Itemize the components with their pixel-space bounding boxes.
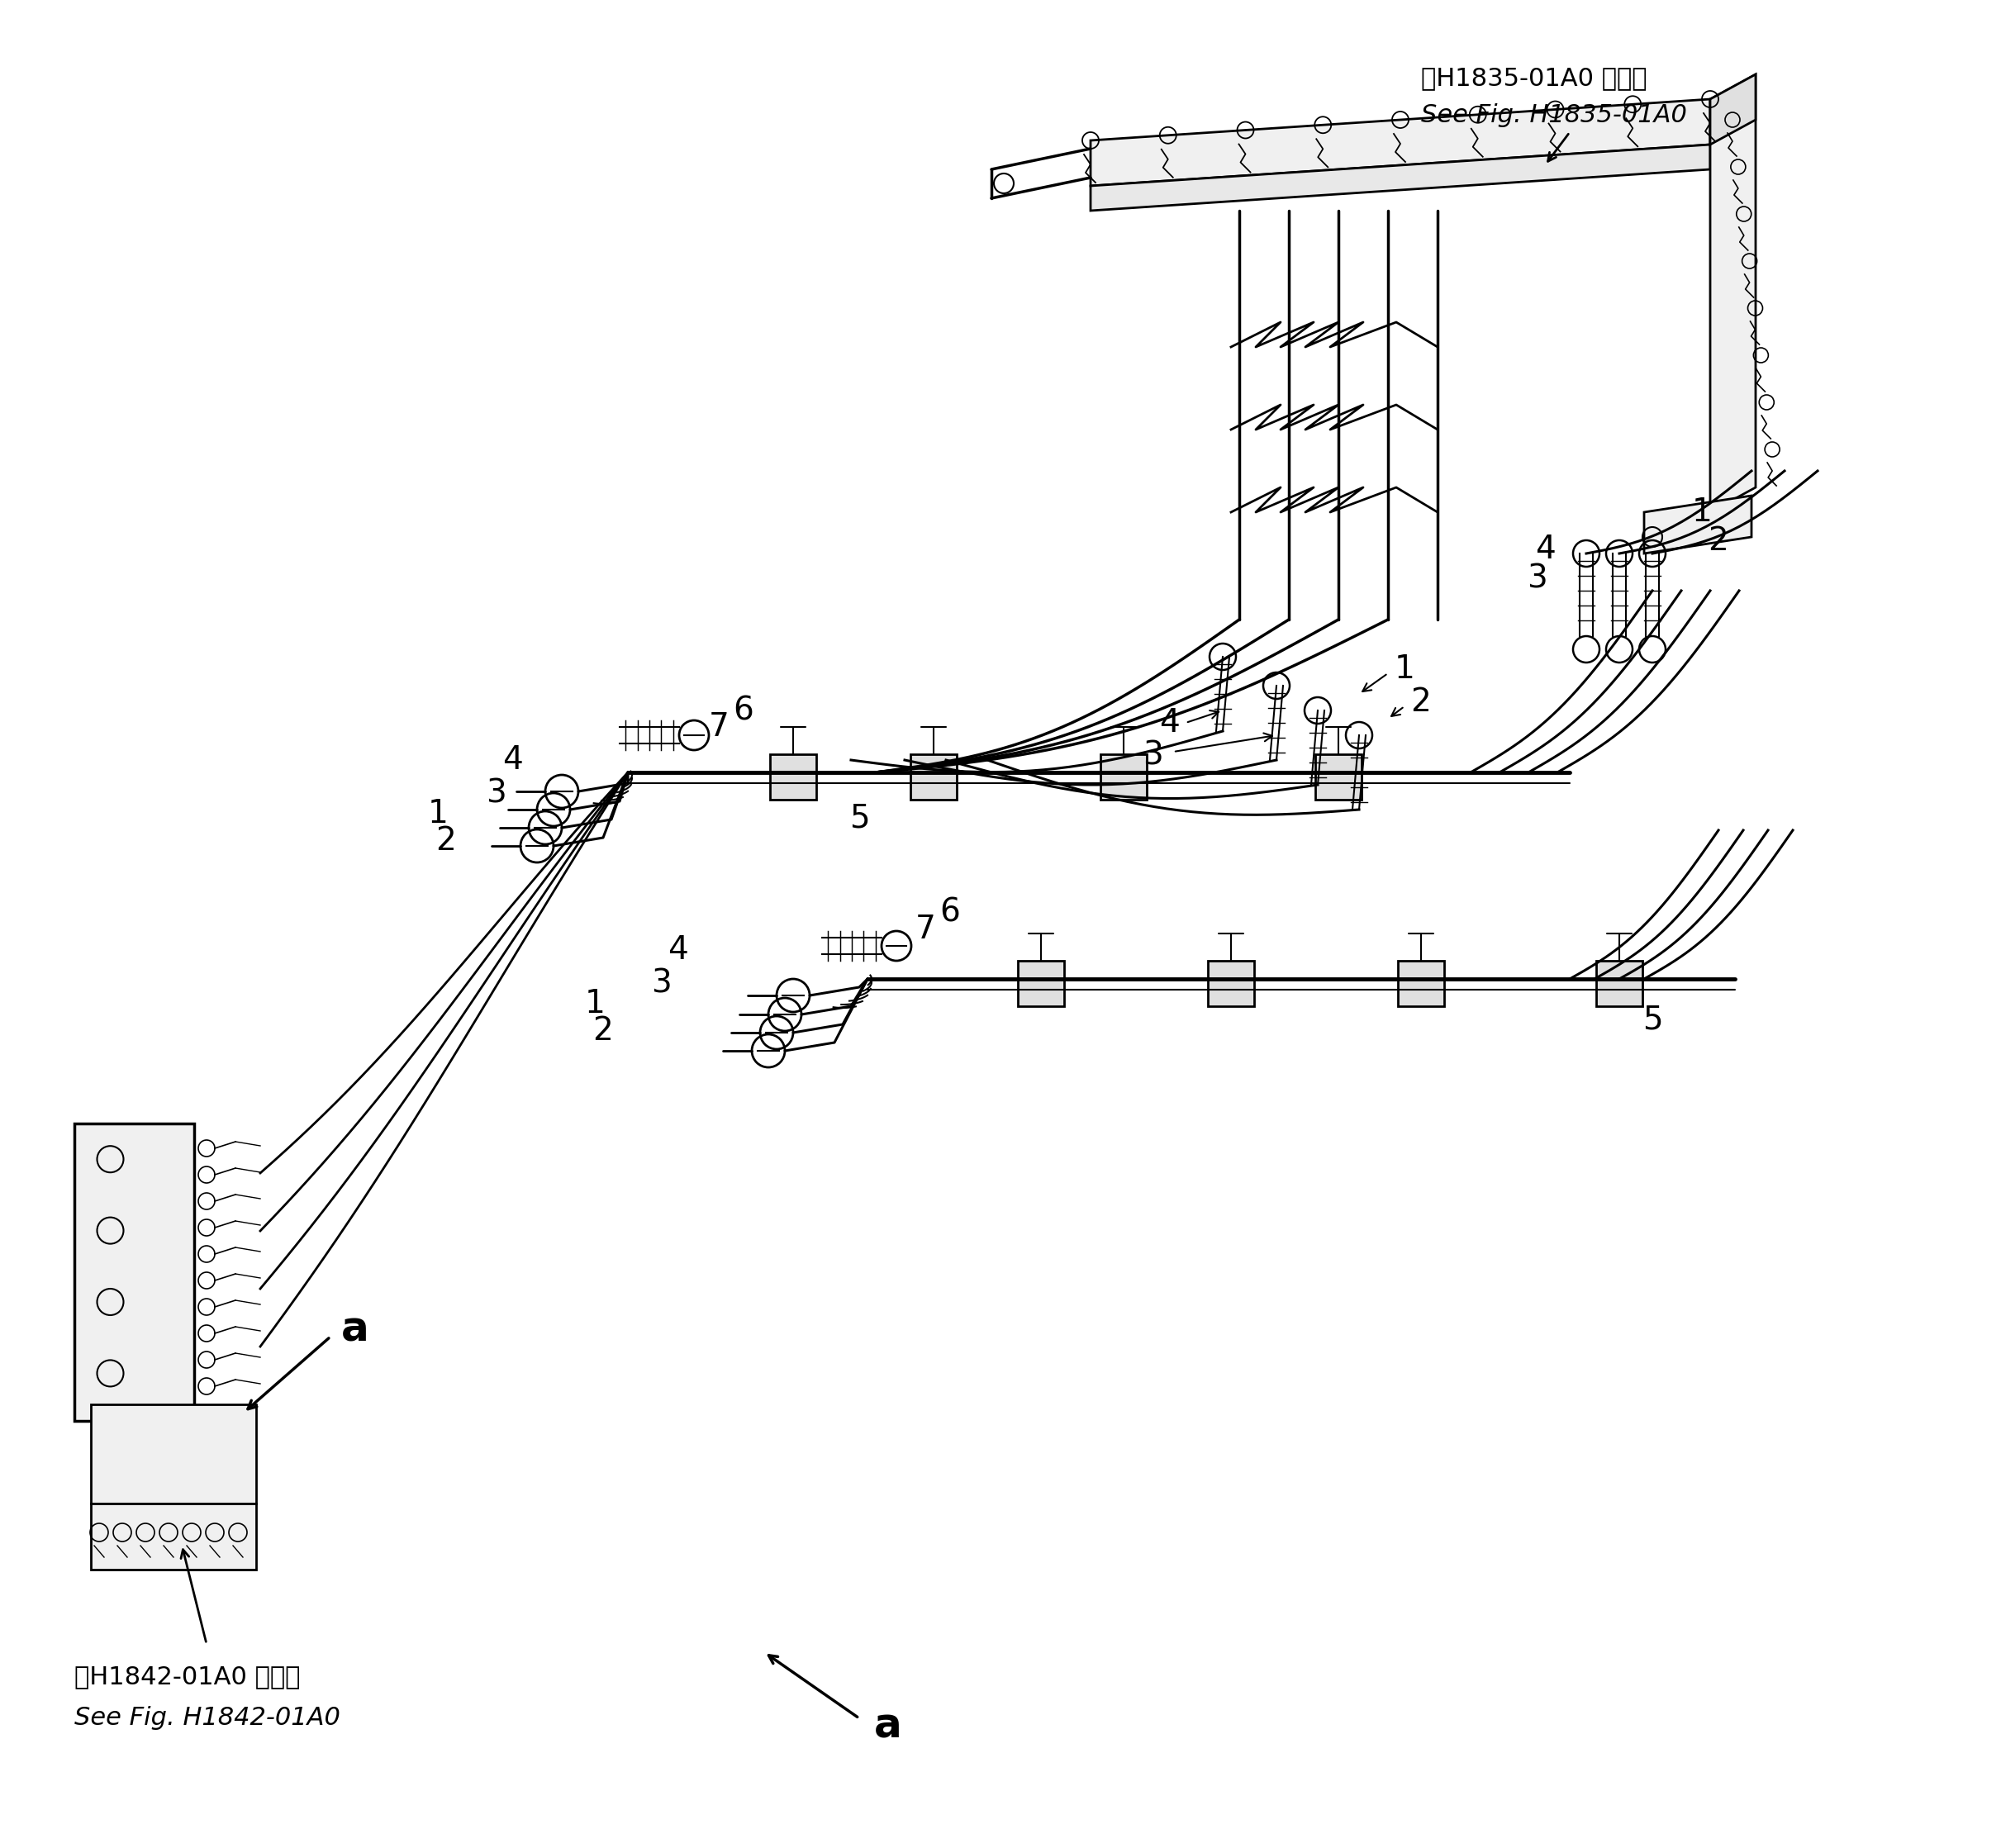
Text: 2: 2: [436, 826, 456, 857]
Text: 2: 2: [1411, 686, 1431, 717]
Text: 7: 7: [708, 711, 728, 743]
Text: See Fig. H1835-01A0: See Fig. H1835-01A0: [1421, 103, 1687, 128]
Text: 1: 1: [1395, 654, 1415, 686]
Polygon shape: [1645, 495, 1751, 554]
Polygon shape: [1091, 100, 1711, 187]
Bar: [910, 754, 956, 800]
Bar: [1399, 961, 1445, 1005]
Text: 1: 1: [428, 798, 448, 830]
Text: 3: 3: [486, 778, 506, 809]
Text: 4: 4: [666, 935, 688, 967]
Polygon shape: [90, 1504, 256, 1569]
Text: 4: 4: [1159, 708, 1179, 739]
Text: 2: 2: [592, 1015, 614, 1046]
Text: 1: 1: [584, 989, 604, 1020]
Text: 第H1835-01A0 図参照: 第H1835-01A0 図参照: [1421, 67, 1647, 91]
Polygon shape: [1091, 144, 1711, 211]
Bar: [770, 754, 816, 800]
Polygon shape: [1711, 74, 1755, 512]
Text: 6: 6: [940, 896, 960, 928]
Text: 3: 3: [1527, 562, 1547, 593]
Bar: [1209, 961, 1255, 1005]
Text: 4: 4: [502, 745, 522, 776]
Text: a: a: [342, 1310, 370, 1349]
Bar: [90, 1404, 256, 1504]
Text: 5: 5: [848, 802, 868, 833]
Polygon shape: [1711, 74, 1755, 144]
Bar: [74, 1124, 194, 1421]
Text: 4: 4: [1535, 534, 1555, 565]
Text: 3: 3: [1143, 741, 1163, 772]
Text: 1: 1: [1691, 497, 1713, 529]
Bar: [1315, 754, 1361, 800]
Text: See Fig. H1842-01A0: See Fig. H1842-01A0: [74, 1706, 340, 1730]
Text: 3: 3: [650, 967, 670, 998]
Text: 第H1842-01A0 図参照: 第H1842-01A0 図参照: [74, 1665, 300, 1689]
Bar: [1101, 754, 1147, 800]
Text: 6: 6: [732, 695, 754, 726]
Bar: [1019, 961, 1065, 1005]
Text: 7: 7: [914, 913, 936, 944]
Text: a: a: [874, 1708, 902, 1746]
Text: 5: 5: [1643, 1005, 1663, 1037]
Text: 2: 2: [1709, 525, 1729, 556]
Bar: [1597, 961, 1643, 1005]
